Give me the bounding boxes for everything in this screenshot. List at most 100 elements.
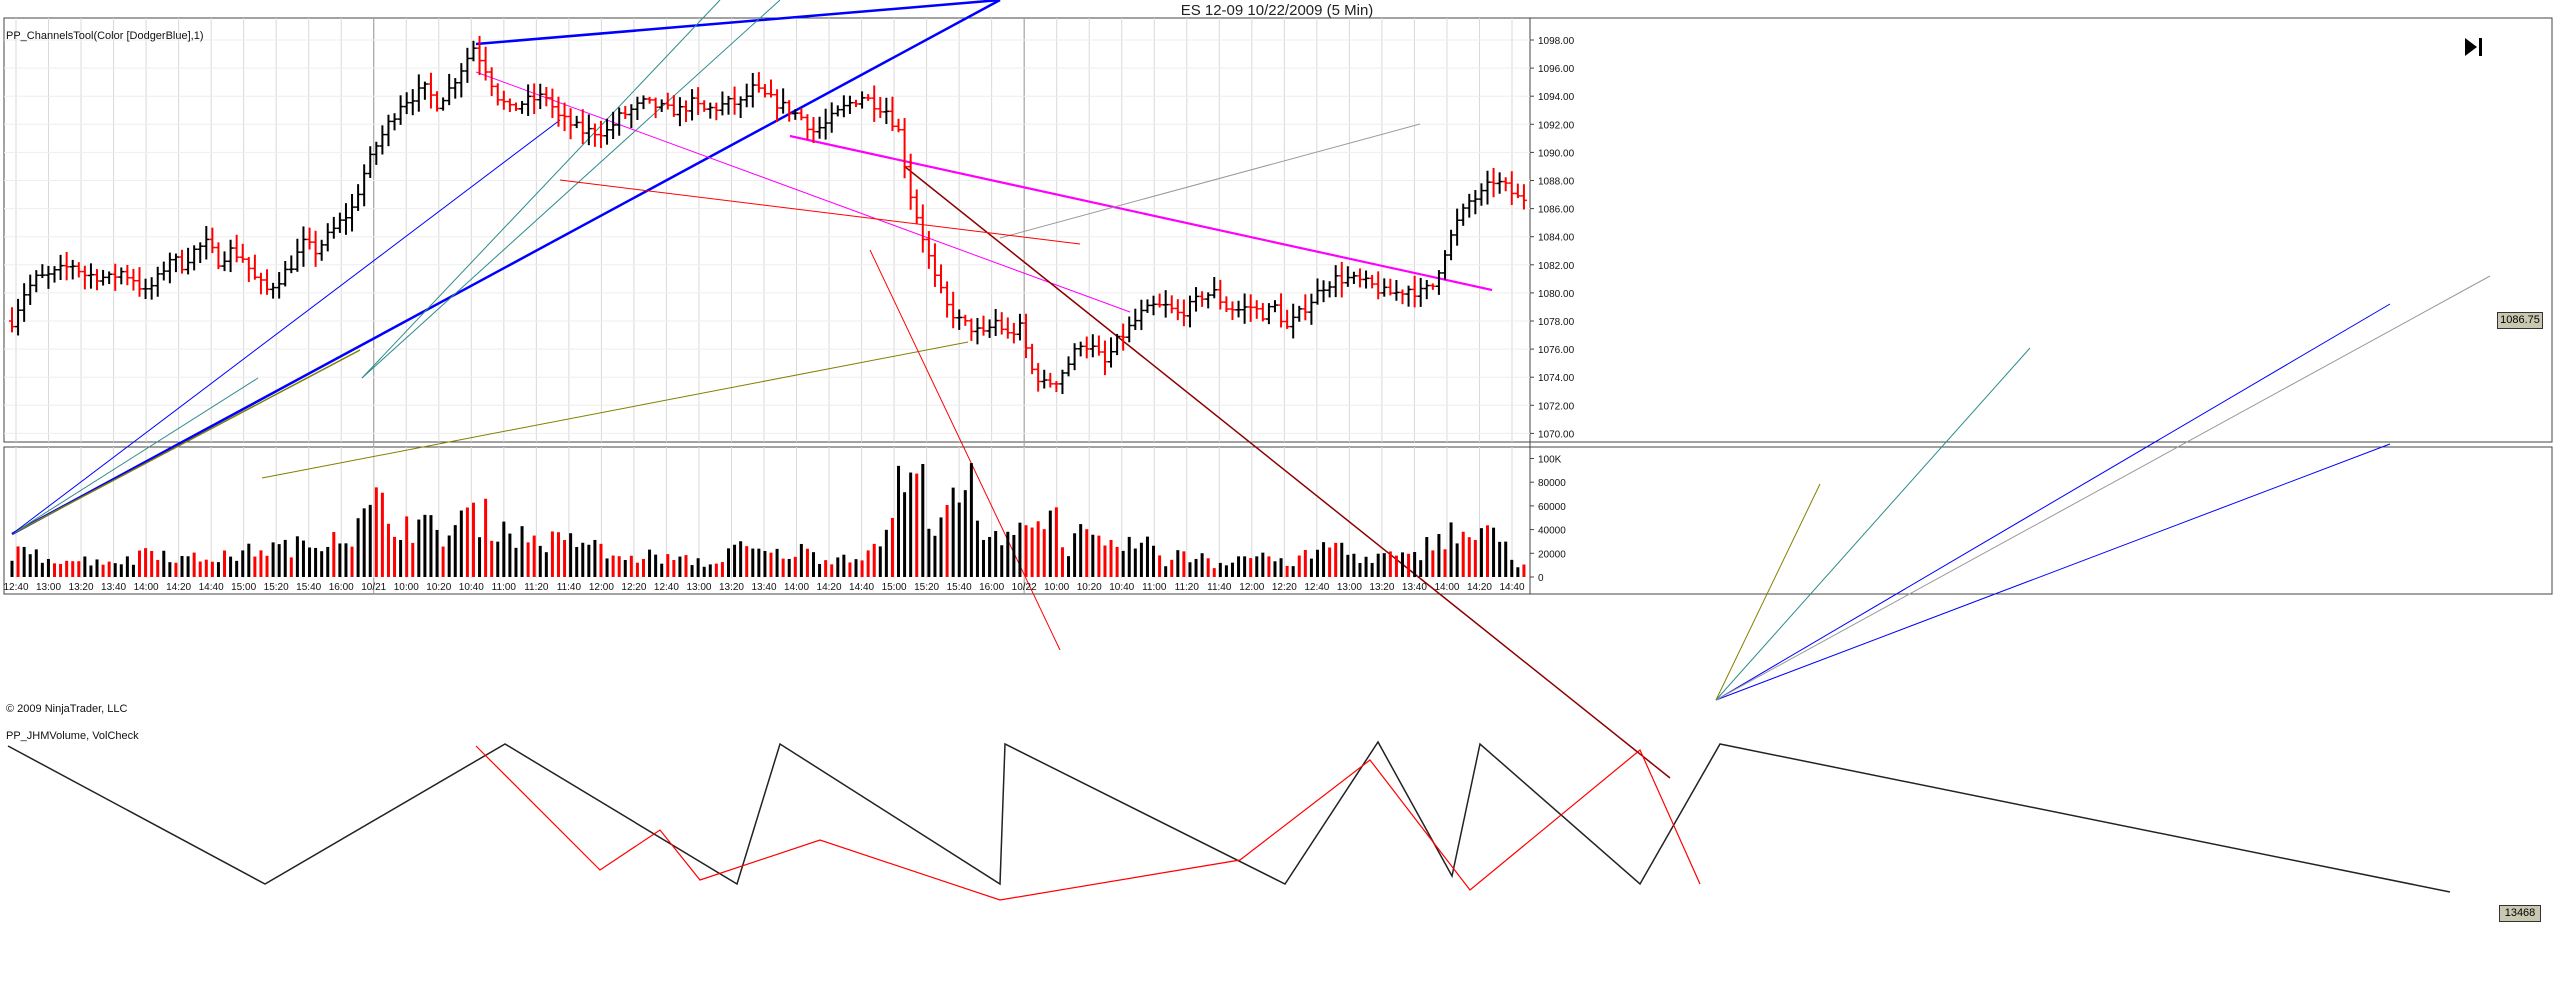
volume-bar bbox=[28, 554, 32, 577]
volume-bar bbox=[1073, 533, 1077, 577]
volume-bar bbox=[350, 546, 354, 577]
x-tick-label: 12:00 bbox=[1239, 582, 1264, 593]
x-tick-label: 11:00 bbox=[1142, 582, 1167, 593]
volume-bar bbox=[1473, 539, 1477, 577]
volume-bar bbox=[423, 514, 427, 577]
volume-bar bbox=[775, 548, 779, 577]
volume-bar bbox=[289, 557, 293, 577]
volume-bar bbox=[702, 566, 706, 577]
volume-axis-label: 20000 bbox=[1538, 549, 1566, 560]
volume-bar bbox=[708, 564, 712, 577]
volume-bar bbox=[1243, 556, 1247, 577]
volume-bar bbox=[259, 550, 263, 577]
trend-red-drop bbox=[869, 249, 1061, 651]
volume-bar bbox=[848, 562, 852, 577]
volume-bar bbox=[842, 554, 846, 577]
volume-bar bbox=[113, 563, 117, 577]
volume-bar bbox=[945, 505, 949, 577]
volume-bar bbox=[308, 547, 312, 577]
volume-bar bbox=[1273, 561, 1277, 577]
volume-bar bbox=[1285, 565, 1289, 577]
volume-bar bbox=[1176, 550, 1180, 577]
x-tick-label: 12:40 bbox=[3, 582, 28, 593]
volume-bar bbox=[641, 558, 645, 577]
volume-bar bbox=[253, 556, 257, 577]
volume-bar bbox=[544, 552, 548, 577]
volume-bar bbox=[830, 564, 834, 577]
volume-bar bbox=[769, 552, 773, 577]
volume-bar bbox=[53, 563, 57, 577]
volume-bar bbox=[1170, 559, 1174, 577]
volume-bar bbox=[1182, 551, 1186, 577]
x-tick-label: 14:40 bbox=[1499, 582, 1524, 593]
channel-blue-main bbox=[11, 0, 1001, 536]
volume-axis-label: 60000 bbox=[1538, 502, 1566, 513]
volume-bar bbox=[1164, 566, 1168, 577]
volume-bar bbox=[83, 556, 87, 577]
volume-bar bbox=[1437, 534, 1441, 577]
volume-bar bbox=[818, 563, 822, 577]
volume-bar bbox=[405, 516, 409, 577]
volume-bar bbox=[16, 546, 20, 577]
channel-blue-recovery-low bbox=[1715, 443, 2391, 701]
volume-bar bbox=[1449, 522, 1453, 577]
volume-bar bbox=[1394, 555, 1398, 577]
volume-bar bbox=[478, 537, 482, 577]
window-title: ES 12-09 10/22/2009 (5 Min) bbox=[1180, 2, 1374, 19]
volume-bar bbox=[1048, 510, 1052, 577]
price-indicator-label: PP_ChannelsTool(Color [DodgerBlue],1) bbox=[6, 30, 204, 42]
volume-bar bbox=[1194, 558, 1198, 577]
volume-bar bbox=[101, 564, 105, 577]
x-tick-label: 13:40 bbox=[1402, 582, 1427, 593]
x-tick-label: 12:00 bbox=[589, 582, 614, 593]
volume-bar bbox=[1510, 559, 1514, 577]
volume-bar bbox=[1018, 522, 1022, 577]
volume-bar bbox=[532, 535, 536, 577]
last-price-badge: 1086.75 bbox=[2497, 312, 2543, 329]
volume-bar bbox=[1413, 552, 1417, 577]
x-tick-label: 10:00 bbox=[394, 582, 419, 593]
x-tick-label: 15:40 bbox=[296, 582, 321, 593]
volume-zigzag-lines bbox=[7, 740, 2451, 901]
volume-bar bbox=[368, 504, 372, 577]
volume-bar bbox=[210, 561, 214, 577]
volume-bar bbox=[1012, 534, 1016, 577]
volume-bar bbox=[805, 548, 809, 577]
price-axis-label: 1096.00 bbox=[1538, 64, 1575, 75]
volume-bar bbox=[1127, 536, 1131, 577]
volume-bar bbox=[988, 536, 992, 577]
volume-bar bbox=[1388, 551, 1392, 577]
last-volume-badge: 13468 bbox=[2499, 905, 2541, 922]
volume-bar bbox=[1139, 542, 1143, 577]
volume-bar bbox=[34, 549, 38, 577]
x-tick-label: 14:20 bbox=[817, 582, 842, 593]
volume-bar bbox=[1328, 547, 1332, 577]
volume-bar bbox=[751, 548, 755, 577]
x-tick-label: 11:40 bbox=[1207, 582, 1232, 593]
volume-bar bbox=[994, 530, 998, 577]
x-tick-label: 15:00 bbox=[882, 582, 907, 593]
volume-bar bbox=[1443, 549, 1447, 577]
volume-bar bbox=[1091, 534, 1095, 577]
volume-bar bbox=[1382, 553, 1386, 577]
x-tick-label: 12:20 bbox=[1272, 582, 1297, 593]
volume-bar bbox=[884, 529, 888, 577]
volume-axis-label: 40000 bbox=[1538, 526, 1566, 537]
volume-bar bbox=[417, 519, 421, 577]
volume-bar bbox=[301, 540, 305, 577]
volume-bar bbox=[1261, 552, 1265, 577]
volume-bar bbox=[763, 550, 767, 577]
volume-bar bbox=[496, 541, 500, 577]
price-axis-label: 1090.00 bbox=[1538, 148, 1575, 159]
volume-bar bbox=[1461, 531, 1465, 577]
volume-bar bbox=[678, 556, 682, 577]
volume-bar bbox=[660, 563, 664, 577]
volume-bar bbox=[192, 552, 196, 577]
volume-bar bbox=[520, 526, 524, 577]
volume-bar bbox=[1060, 547, 1064, 577]
volume-bar bbox=[1267, 556, 1271, 577]
skip-to-end-icon[interactable] bbox=[2462, 36, 2486, 58]
x-tick-label: 14:00 bbox=[134, 582, 159, 593]
volume-bar bbox=[40, 562, 44, 577]
